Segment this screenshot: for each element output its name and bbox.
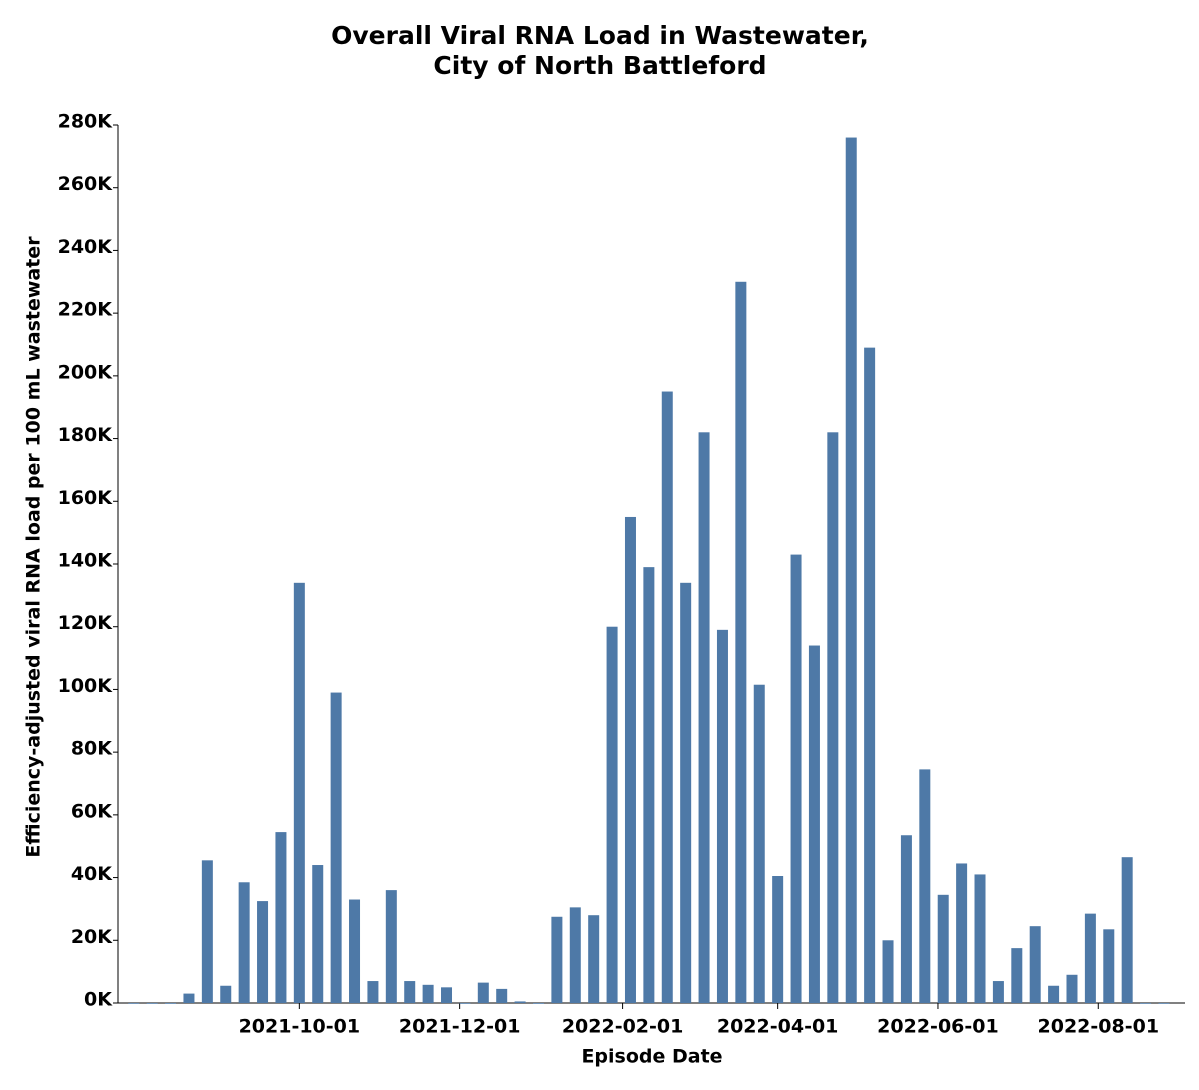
bar [257, 901, 269, 1003]
y-tick-label: 200K [58, 361, 114, 383]
bar [293, 582, 305, 1003]
bar [772, 876, 784, 1003]
chart-title: City of North Battleford [433, 51, 766, 80]
bar [312, 865, 324, 1003]
bar [753, 684, 765, 1003]
bar [992, 981, 1004, 1003]
y-tick-label: 260K [58, 173, 114, 195]
y-tick-label: 80K [71, 738, 113, 760]
y-tick-label: 160K [58, 487, 114, 509]
y-axis-label: Efficiency-adjusted viral RNA load per 1… [23, 236, 45, 858]
y-tick-label: 180K [58, 424, 114, 446]
bar [588, 915, 600, 1003]
bar [808, 645, 820, 1003]
y-tick-label: 60K [71, 800, 113, 822]
bar [275, 832, 287, 1003]
bar [716, 629, 728, 1003]
x-tick-label: 2022-08-01 [1038, 1016, 1160, 1038]
bar [220, 985, 232, 1003]
bar [1048, 985, 1060, 1003]
bar [606, 626, 618, 1003]
bar [1011, 948, 1023, 1003]
bar [385, 890, 397, 1003]
bar [1029, 926, 1041, 1003]
y-tick-label: 0K [84, 989, 113, 1011]
y-tick-label: 280K [58, 111, 114, 133]
bar [1140, 1003, 1152, 1004]
bar [790, 554, 802, 1003]
bar [551, 916, 563, 1003]
bar [1103, 929, 1115, 1003]
bar [441, 987, 453, 1003]
y-tick-label: 140K [58, 550, 114, 572]
x-tick-label: 2022-02-01 [562, 1016, 684, 1038]
bar [201, 860, 213, 1003]
bar [864, 347, 876, 1003]
bar [422, 984, 434, 1003]
bar [882, 940, 894, 1003]
bar [183, 993, 195, 1003]
y-tick-label: 240K [58, 236, 114, 258]
bar [919, 769, 931, 1003]
x-tick-label: 2022-04-01 [717, 1016, 839, 1038]
bar [1158, 1003, 1170, 1004]
bar [1121, 857, 1133, 1003]
bar [165, 1003, 177, 1004]
y-tick-label: 40K [71, 863, 113, 885]
bar [238, 882, 250, 1003]
bar [661, 391, 673, 1003]
x-tick-label: 2021-10-01 [239, 1016, 361, 1038]
bar [735, 281, 747, 1003]
bar [827, 432, 839, 1003]
bar [349, 899, 361, 1003]
bar [367, 981, 379, 1003]
bar [624, 516, 636, 1003]
bar [569, 907, 581, 1003]
bar [330, 692, 342, 1003]
bar [956, 863, 968, 1003]
bar [404, 981, 416, 1003]
x-tick-label: 2022-06-01 [877, 1016, 999, 1038]
y-tick-label: 220K [58, 299, 114, 321]
chart-title: Overall Viral RNA Load in Wastewater, [331, 21, 869, 50]
bar [974, 874, 986, 1003]
bar [514, 1001, 526, 1003]
x-axis-label: Episode Date [581, 1046, 722, 1068]
bar [532, 1003, 544, 1004]
bar [496, 988, 508, 1003]
y-tick-label: 20K [71, 926, 113, 948]
bar [1066, 974, 1078, 1003]
bar [937, 894, 949, 1003]
x-tick-label: 2021-12-01 [399, 1016, 521, 1038]
bar [900, 835, 912, 1003]
y-tick-label: 120K [58, 612, 114, 634]
y-tick-label: 100K [58, 675, 114, 697]
bar [1084, 913, 1096, 1003]
bar [128, 1003, 140, 1004]
bar [146, 1003, 158, 1004]
bar [459, 1003, 471, 1004]
bar [477, 982, 489, 1003]
bar [643, 567, 655, 1003]
bar [845, 137, 857, 1004]
bar [698, 432, 710, 1003]
bar [680, 582, 692, 1003]
